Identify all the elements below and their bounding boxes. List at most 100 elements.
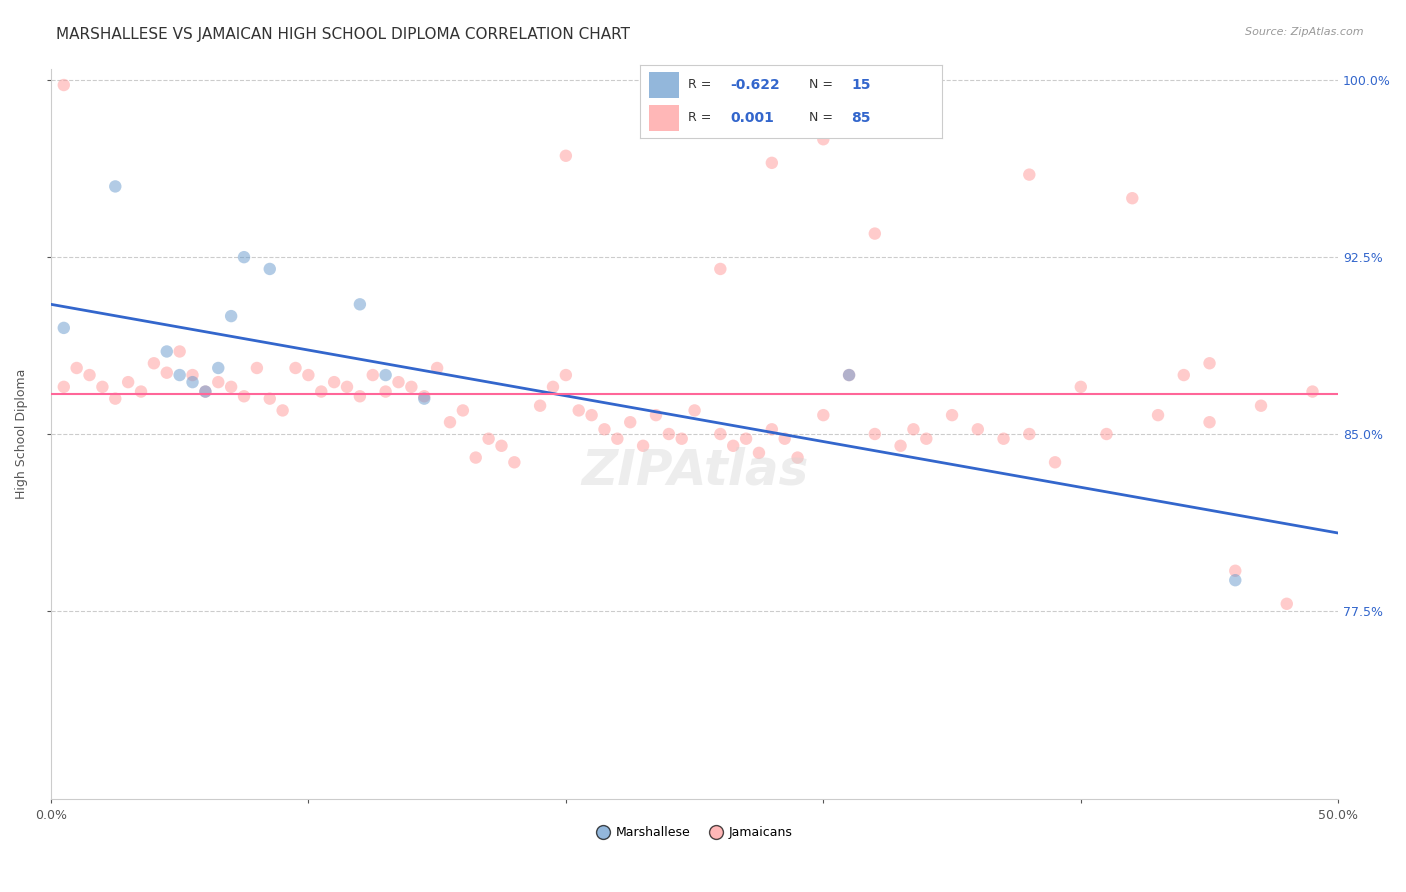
Point	[156, 366, 179, 380]
Point	[1225, 573, 1247, 587]
Point	[903, 422, 925, 436]
Text: 85: 85	[852, 111, 870, 125]
Point	[1095, 427, 1118, 442]
Point	[619, 415, 641, 429]
Point	[169, 368, 191, 382]
Point	[104, 179, 127, 194]
Point	[169, 344, 191, 359]
Point	[52, 78, 75, 92]
Point	[786, 450, 808, 465]
Point	[142, 356, 165, 370]
Point	[1275, 597, 1298, 611]
Point	[233, 250, 256, 264]
Text: 0.001: 0.001	[731, 111, 775, 125]
Point	[413, 389, 436, 403]
Point	[464, 450, 486, 465]
Point	[349, 389, 371, 403]
Point	[1302, 384, 1324, 399]
Point	[773, 432, 796, 446]
Point	[52, 321, 75, 335]
Text: MARSHALLESE VS JAMAICAN HIGH SCHOOL DIPLOMA CORRELATION CHART: MARSHALLESE VS JAMAICAN HIGH SCHOOL DIPL…	[56, 27, 630, 42]
Point	[915, 432, 938, 446]
Point	[1121, 191, 1143, 205]
Point	[129, 384, 152, 399]
Point	[993, 432, 1015, 446]
Point	[79, 368, 101, 382]
Point	[709, 262, 731, 277]
Point	[863, 227, 886, 241]
Point	[748, 446, 770, 460]
Point	[890, 439, 912, 453]
Point	[451, 403, 474, 417]
Point	[721, 439, 744, 453]
Point	[271, 403, 294, 417]
Point	[478, 432, 501, 446]
Point	[529, 399, 551, 413]
Point	[309, 384, 332, 399]
Point	[1018, 427, 1040, 442]
Point	[671, 432, 693, 446]
Point	[426, 361, 449, 376]
Point	[631, 439, 654, 453]
Point	[838, 368, 860, 382]
Text: -0.622: -0.622	[731, 78, 780, 92]
Point	[284, 361, 307, 376]
Point	[361, 368, 384, 382]
Point	[541, 380, 564, 394]
Point	[1250, 399, 1272, 413]
Point	[413, 392, 436, 406]
Text: R =: R =	[688, 112, 716, 124]
Point	[439, 415, 461, 429]
Point	[1147, 408, 1170, 422]
Point	[761, 422, 783, 436]
Point	[813, 132, 835, 146]
Point	[1070, 380, 1092, 394]
Point	[593, 422, 616, 436]
Point	[863, 427, 886, 442]
Point	[581, 408, 603, 422]
Point	[297, 368, 319, 382]
Point	[233, 389, 256, 403]
Point	[181, 368, 204, 382]
Point	[491, 439, 513, 453]
Point	[645, 408, 668, 422]
Text: ZIPAtlas: ZIPAtlas	[581, 447, 808, 494]
Point	[207, 375, 229, 389]
Point	[554, 368, 576, 382]
Point	[1225, 564, 1247, 578]
Point	[606, 432, 628, 446]
Point	[181, 375, 204, 389]
Point	[91, 380, 114, 394]
Point	[52, 380, 75, 394]
Point	[683, 403, 706, 417]
Point	[194, 384, 217, 399]
Legend: Marshallese, Jamaicans: Marshallese, Jamaicans	[592, 822, 797, 845]
Point	[117, 375, 139, 389]
Point	[813, 408, 835, 422]
Point	[219, 309, 242, 323]
Point	[401, 380, 423, 394]
Point	[1198, 356, 1220, 370]
Point	[104, 392, 127, 406]
Point	[503, 455, 526, 469]
Point	[568, 403, 591, 417]
Y-axis label: High School Diploma: High School Diploma	[15, 368, 28, 500]
Point	[374, 384, 396, 399]
Point	[387, 375, 409, 389]
Point	[374, 368, 396, 382]
Point	[323, 375, 346, 389]
Bar	[648, 104, 679, 131]
Point	[554, 149, 576, 163]
Text: N =: N =	[808, 112, 837, 124]
Point	[761, 156, 783, 170]
Point	[349, 297, 371, 311]
Text: Source: ZipAtlas.com: Source: ZipAtlas.com	[1246, 27, 1364, 37]
Point	[156, 344, 179, 359]
Point	[207, 361, 229, 376]
Point	[658, 427, 681, 442]
Point	[838, 368, 860, 382]
Point	[735, 432, 758, 446]
Point	[709, 427, 731, 442]
Point	[219, 380, 242, 394]
Bar	[648, 71, 679, 98]
